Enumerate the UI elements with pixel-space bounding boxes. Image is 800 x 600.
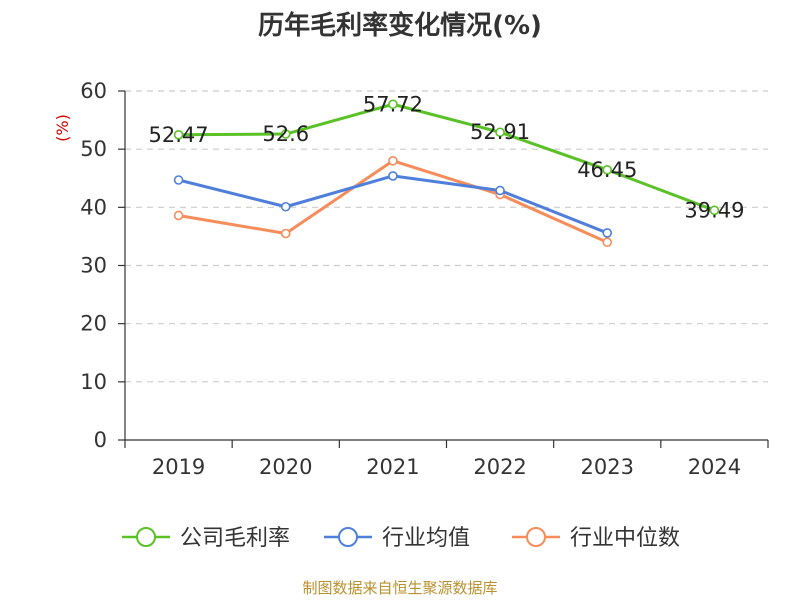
data-label: 46.45 [577,158,637,182]
legend-marker [136,527,156,547]
legend: 公司毛利率 行业均值 行业中位数 [122,526,680,551]
chart-title: 历年毛利率变化情况(%) [258,10,542,41]
x-axis-ticks: 2019 2020 2021 2022 2023 2024 [124,440,769,479]
y-tick-label: 50 [80,137,107,161]
data-point [602,228,613,238]
data-point [173,175,184,185]
data-point [173,129,184,140]
y-tick-label: 60 [80,79,107,103]
gridlines [125,90,768,383]
y-tick-label: 20 [80,312,107,336]
data-point [388,171,398,181]
data-point [495,185,505,196]
data-label: 52.6 [262,122,309,146]
data-label: 57.72 [363,92,423,116]
y-tick-label: 0 [94,428,107,452]
data-point [602,237,613,248]
data-label: 52.47 [149,123,209,147]
legend-marker [338,527,358,547]
data-point [280,129,291,139]
y-tick-label: 40 [80,195,107,219]
data-point [388,99,398,110]
series-line [178,102,715,212]
x-tick-label: 2023 [581,455,634,479]
y-axis-label: (%) [53,114,72,142]
y-tick-label: 30 [80,254,107,278]
data-point [280,228,291,239]
data-label: 52.91 [470,120,530,144]
x-tick-label: 2024 [688,455,741,479]
series-line [178,174,608,235]
legend-label: 行业中位数 [570,526,680,551]
x-tick-label: 2019 [152,455,205,479]
data-point [388,156,398,166]
data-label: 39.49 [684,198,744,222]
x-tick-label: 2020 [259,455,312,479]
source-note: 制图数据来自恒生聚源数据库 [302,579,497,597]
legend-marker [526,527,546,547]
series-layer [173,99,720,248]
legend-label: 公司毛利率 [180,526,290,551]
data-point [709,205,720,216]
y-axis-ticks: 0 10 20 30 40 50 60 [80,79,125,452]
legend-label: 行业均值 [382,526,470,551]
data-point [173,210,184,221]
data-point [495,127,505,138]
data-point [280,201,291,212]
data-point [602,165,613,175]
x-tick-label: 2021 [366,455,419,479]
y-tick-label: 10 [80,370,107,394]
data-labels: 52.47 52.6 57.72 52.91 46.45 39.49 [149,92,745,222]
x-tick-label: 2022 [473,455,526,479]
